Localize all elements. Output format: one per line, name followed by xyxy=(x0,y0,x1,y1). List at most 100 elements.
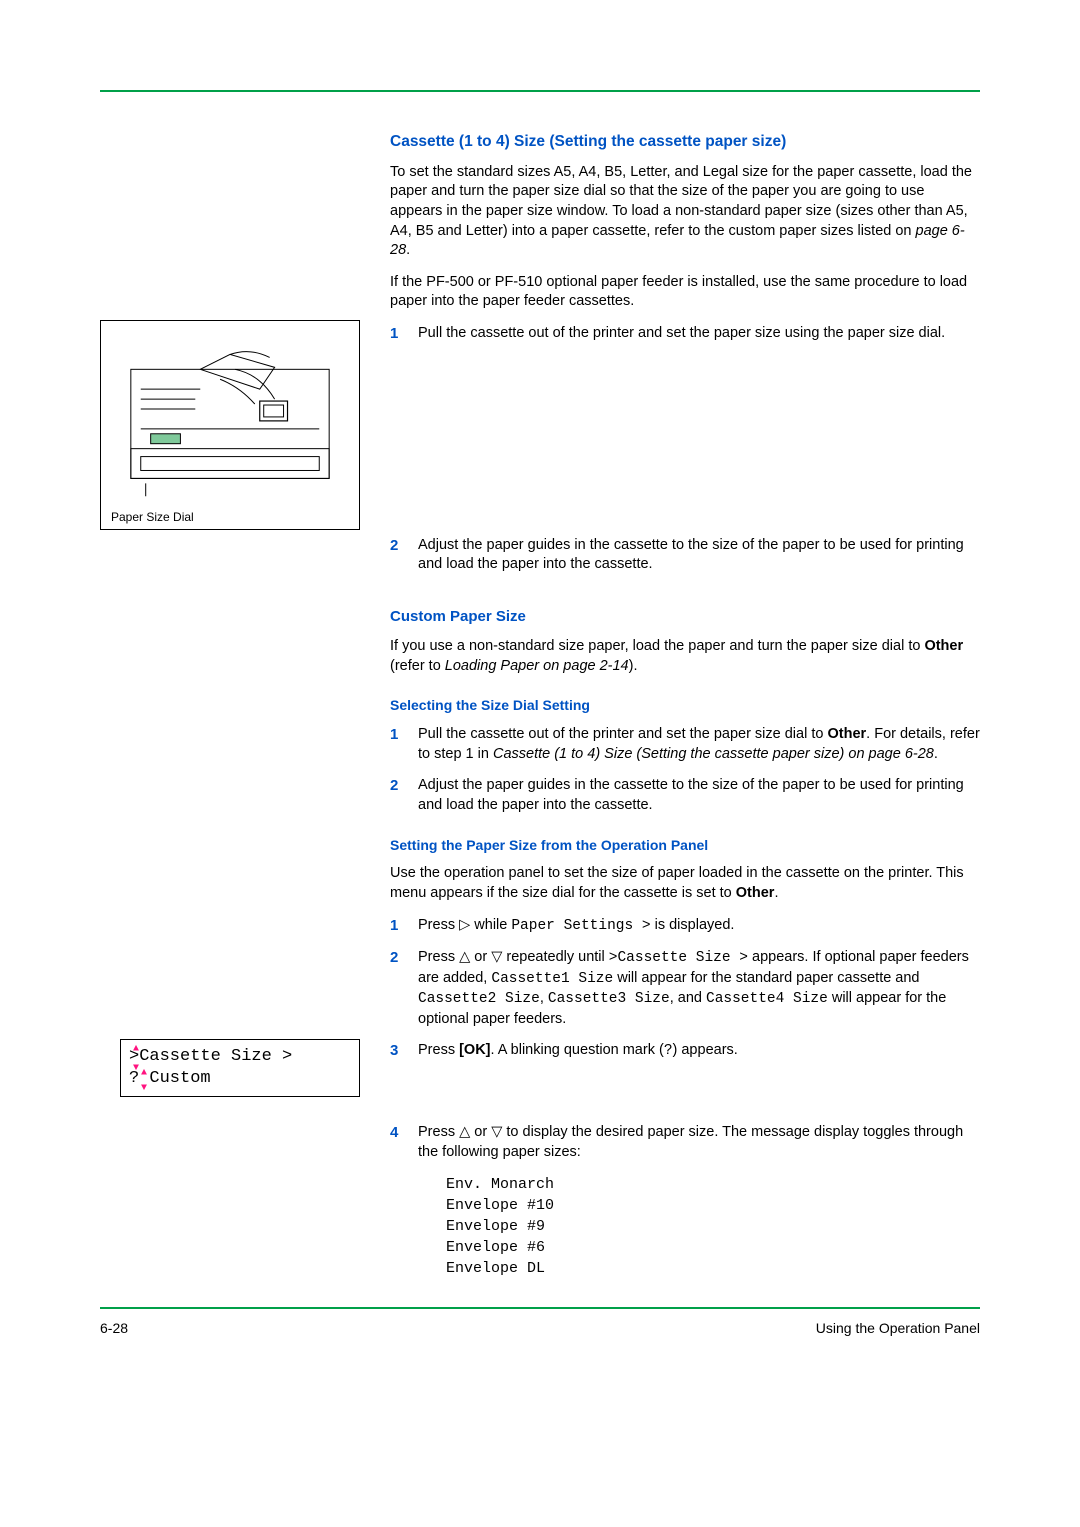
ps2-b: or xyxy=(470,949,491,965)
ps2-m4: Cassette3 Size xyxy=(548,991,670,1007)
panel-step-4-body: Press △ or ▽ to display the desired pape… xyxy=(418,1123,980,1162)
dial-step-2-num: 2 xyxy=(390,776,404,815)
row-step4: 4 Press △ or ▽ to display the desired pa… xyxy=(100,1123,980,1279)
para-custom: If you use a non-standard size paper, lo… xyxy=(390,637,980,676)
up-triangle-icon: △ xyxy=(459,949,470,965)
row-step1-figure: Paper Size Dial 1 Pull the cassette out … xyxy=(100,324,980,587)
para-panel-a: Use the operation panel to set the size … xyxy=(390,865,964,901)
paper-size-list: Env. Monarch Envelope #10 Envelope #9 En… xyxy=(446,1174,980,1279)
ps2-m3: Cassette2 Size xyxy=(418,991,540,1007)
dial-step-1-num: 1 xyxy=(390,725,404,764)
ps1-c: is displayed. xyxy=(651,917,735,933)
blink-icon: ▼ xyxy=(141,1084,147,1094)
dial-steps: 1 Pull the cassette out of the printer a… xyxy=(390,725,980,815)
top-rule xyxy=(100,90,980,92)
panel-step-4-num: 4 xyxy=(390,1123,404,1162)
panel-steps-12: 1 Press ▷ while Paper Settings > is disp… xyxy=(390,916,980,1030)
paper-size-item: Envelope #9 xyxy=(446,1216,980,1237)
para-intro-1-text: To set the standard sizes A5, A4, B5, Le… xyxy=(390,164,972,239)
dial-step-1-pre: Pull the cassette out of the printer and… xyxy=(418,726,827,742)
panel-step-1-num: 1 xyxy=(390,916,404,937)
lcd-line2: ? Custom xyxy=(129,1068,351,1090)
ps4-b: or xyxy=(470,1124,491,1140)
blink-icon: ▼ xyxy=(141,1065,147,1075)
ps4-a: Press xyxy=(418,1124,459,1140)
page-footer: 6-28 Using the Operation Panel xyxy=(100,1319,980,1338)
footer-title: Using the Operation Panel xyxy=(816,1319,980,1338)
blink-icon: ▼ xyxy=(133,1041,139,1051)
right-triangle-icon: ▷ xyxy=(459,917,470,933)
panel-step-2-num: 2 xyxy=(390,948,404,1029)
dial-step-1-ital: Cassette (1 to 4) Size (Setting the cass… xyxy=(493,746,934,762)
para-custom-e: ). xyxy=(629,658,638,674)
figure-paper-size-dial: Paper Size Dial xyxy=(100,320,360,530)
dial-step-1-bold: Other xyxy=(827,726,866,742)
ps2-g: , and xyxy=(670,990,706,1006)
panel-steps-4: 4 Press △ or ▽ to display the desired pa… xyxy=(390,1123,980,1162)
dial-step-1: 1 Pull the cassette out of the printer a… xyxy=(390,725,980,764)
ps2-m5: Cassette4 Size xyxy=(706,991,828,1007)
para-intro-1-tail: . xyxy=(406,242,410,258)
figure-caption: Paper Size Dial xyxy=(111,509,349,525)
ps1-b: while xyxy=(470,917,511,933)
panel-step-3-body: Press [OK]. A blinking question mark (?)… xyxy=(418,1041,980,1111)
step-1-num: 1 xyxy=(390,324,404,524)
paper-size-item: Env. Monarch xyxy=(446,1174,980,1195)
panel-step-4: 4 Press △ or ▽ to display the desired pa… xyxy=(390,1123,980,1162)
para-custom-ref: Loading Paper on page 2-14 xyxy=(445,658,629,674)
panel-step-3: 3 Press [OK]. A blinking question mark (… xyxy=(390,1041,980,1111)
section-cassette-size: Cassette (1 to 4) Size (Setting the cass… xyxy=(100,132,980,324)
dial-step-2: 2 Adjust the paper guides in the cassett… xyxy=(390,776,980,815)
ps2-c: repeatedly until xyxy=(502,949,608,965)
down-triangle-icon: ▽ xyxy=(491,1124,502,1140)
heading-custom-paper-size: Custom Paper Size xyxy=(390,607,980,627)
dial-step-1-tail: . xyxy=(934,746,938,762)
ps3-b: . A blinking question mark ( xyxy=(491,1042,664,1058)
ps2-m2: Cassette1 Size xyxy=(491,971,613,987)
ps2-e: will appear for the standard paper casse… xyxy=(613,970,919,986)
dial-step-1-body: Pull the cassette out of the printer and… xyxy=(418,725,980,764)
up-triangle-icon: △ xyxy=(459,1124,470,1140)
page-number: 6-28 xyxy=(100,1319,128,1338)
down-triangle-icon: ▽ xyxy=(491,949,502,965)
lcd-display: ▼ ▼ ▼ ▼ >Cassette Size > ? Custom xyxy=(120,1039,360,1097)
paper-size-item: Envelope DL xyxy=(446,1258,980,1279)
step-2-num: 2 xyxy=(390,536,404,575)
panel-step-1: 1 Press ▷ while Paper Settings > is disp… xyxy=(390,916,980,937)
ps1-a: Press xyxy=(418,917,459,933)
bottom-rule xyxy=(100,1307,980,1309)
para-custom-a: If you use a non-standard size paper, lo… xyxy=(390,638,924,654)
panel-step-2: 2 Press △ or ▽ repeatedly until >Cassett… xyxy=(390,948,980,1029)
step-2: 2 Adjust the paper guides in the cassett… xyxy=(390,536,980,575)
heading-cassette-size: Cassette (1 to 4) Size (Setting the cass… xyxy=(390,132,980,153)
para-panel: Use the operation panel to set the size … xyxy=(390,864,980,903)
step-1: 1 Pull the cassette out of the printer a… xyxy=(390,324,980,524)
panel-step-1-body: Press ▷ while Paper Settings > is displa… xyxy=(418,916,980,937)
blink-icon: ▼ xyxy=(133,1064,139,1074)
step-1-text: Pull the cassette out of the printer and… xyxy=(418,324,980,524)
panel-steps-3: 3 Press [OK]. A blinking question mark (… xyxy=(390,1041,980,1111)
para-panel-other: Other xyxy=(736,885,775,901)
para-panel-c: . xyxy=(774,885,778,901)
cassette-steps: 1 Pull the cassette out of the printer a… xyxy=(390,324,980,575)
printer-line-art xyxy=(111,333,349,505)
ps3-a: Press xyxy=(418,1042,459,1058)
para-custom-c: (refer to xyxy=(390,658,445,674)
step-2-text: Adjust the paper guides in the cassette … xyxy=(418,536,980,575)
ps2-m1: >Cassette Size > xyxy=(609,950,748,966)
paper-size-item: Envelope #6 xyxy=(446,1237,980,1258)
section-custom-paper: Custom Paper Size If you use a non-stand… xyxy=(100,587,980,1041)
para-intro-1: To set the standard sizes A5, A4, B5, Le… xyxy=(390,163,980,261)
ps3-bold: [OK] xyxy=(459,1042,490,1058)
panel-step-2-body: Press △ or ▽ repeatedly until >Cassette … xyxy=(418,948,980,1029)
heading-selecting-dial: Selecting the Size Dial Setting xyxy=(390,696,980,715)
paper-size-item: Envelope #10 xyxy=(446,1195,980,1216)
panel-step-3-num: 3 xyxy=(390,1041,404,1111)
para-intro-2: If the PF-500 or PF-510 optional paper f… xyxy=(390,273,980,312)
lcd-line1: >Cassette Size > xyxy=(129,1046,351,1068)
para-custom-other: Other xyxy=(924,638,963,654)
heading-setting-panel: Setting the Paper Size from the Operatio… xyxy=(390,836,980,855)
dial-step-2-text: Adjust the paper guides in the cassette … xyxy=(418,776,980,815)
ps3-c: ) appears. xyxy=(673,1042,738,1058)
row-step3-lcd: ▼ ▼ ▼ ▼ >Cassette Size > ? Custom 3 Pres… xyxy=(100,1041,980,1123)
